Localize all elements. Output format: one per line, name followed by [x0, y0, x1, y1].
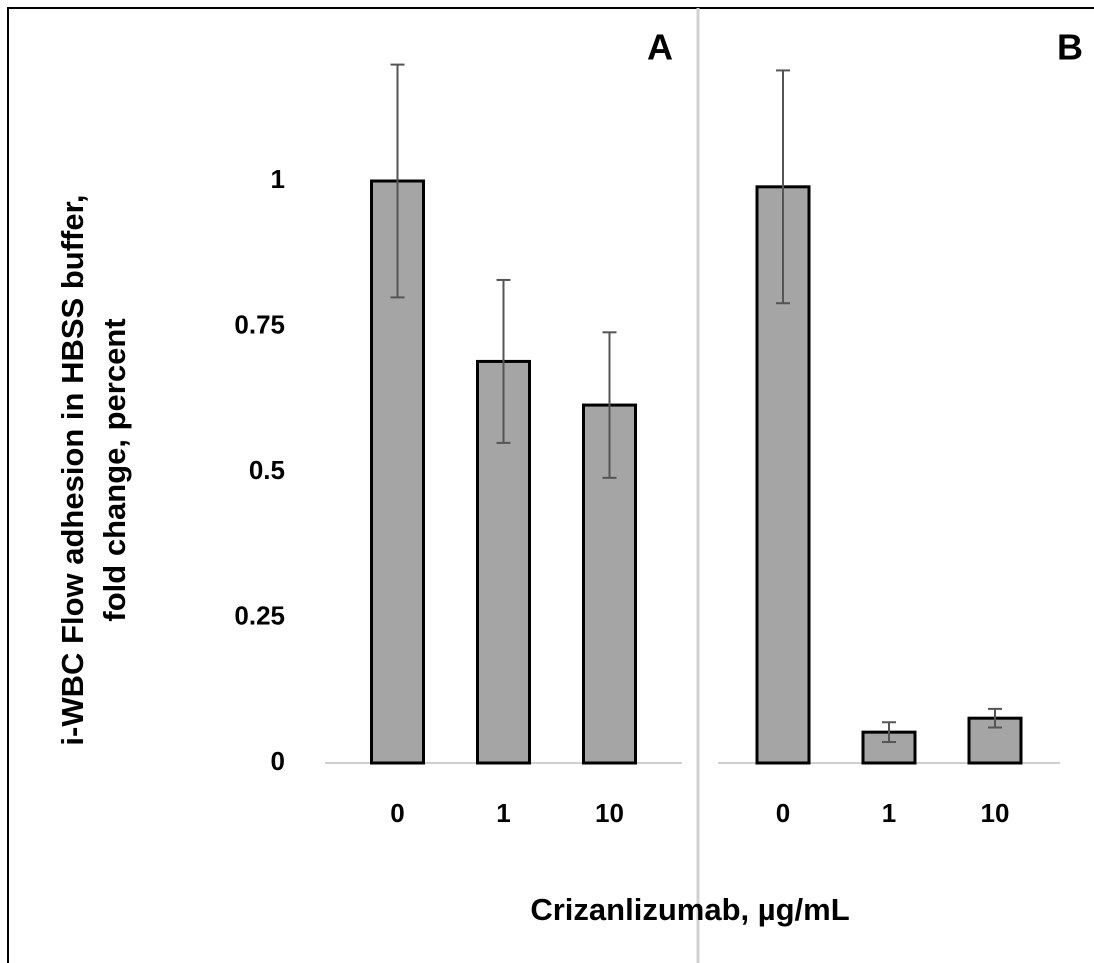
frame	[7, 7, 1094, 963]
error-bar	[602, 331, 617, 479]
y-tick-label: 0	[271, 746, 285, 776]
y-axis-title-line: fold change, percent	[97, 318, 132, 621]
x-tick-label: 1	[496, 798, 510, 828]
y-tick-label: 0.5	[249, 455, 285, 485]
x-tick-label: 10	[981, 798, 1010, 828]
x-tick-label: 0	[390, 798, 404, 828]
error-bar	[390, 63, 405, 299]
y-axis-title: i-WBC Flow adhesion in HBSS buffer, fold …	[55, 194, 132, 745]
error-bar	[988, 707, 1002, 729]
panel-label: B	[1057, 27, 1083, 68]
y-tick-label: 1	[271, 164, 285, 194]
y-axis-title-line: i-WBC Flow adhesion in HBSS buffer,	[55, 194, 90, 745]
x-tick-label: 0	[776, 798, 790, 828]
x-tick-label: 10	[595, 798, 624, 828]
y-tick-label: 0.75	[234, 309, 285, 339]
error-bar	[496, 278, 511, 444]
x-tick-label: 1	[882, 798, 896, 828]
x-axis-title: Crizanlizumab, µg/mL	[530, 892, 849, 927]
error-bar	[882, 721, 896, 744]
panel-label: A	[647, 27, 673, 68]
error-bar	[776, 69, 790, 305]
bar	[476, 359, 531, 765]
y-tick-label: 0.25	[234, 600, 285, 630]
